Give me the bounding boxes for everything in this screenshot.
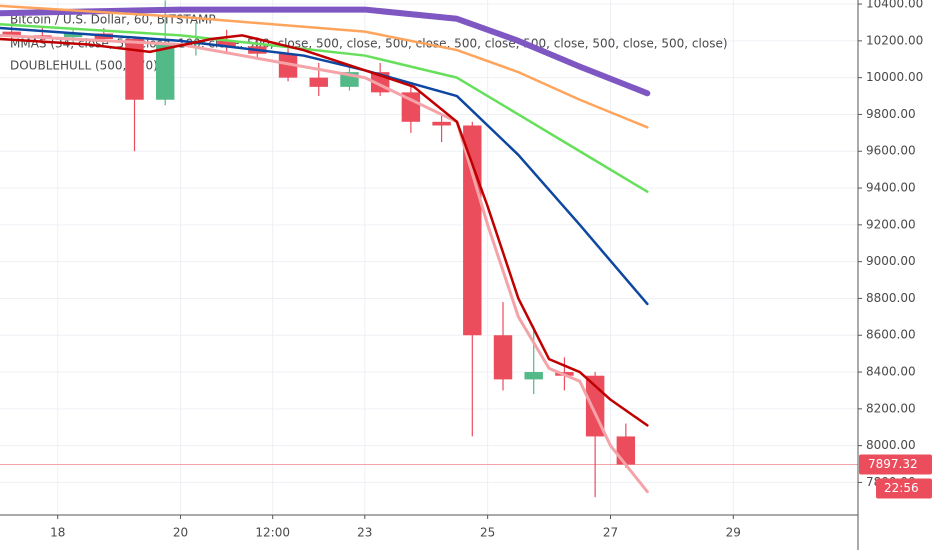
candle-body	[524, 372, 543, 380]
indicator-line	[0, 33, 649, 494]
y-tick-label: 9000.00	[866, 254, 916, 268]
y-tick-label: 8200.00	[866, 401, 916, 415]
x-tick-label: 25	[480, 526, 495, 540]
x-tick-label: 23	[357, 526, 372, 540]
plot	[0, 0, 858, 498]
candle-body	[493, 335, 513, 380]
x-tick-label: 18	[50, 526, 65, 540]
candle-body	[217, 40, 236, 47]
y-tick-label: 9600.00	[866, 144, 916, 158]
y-tick-label: 9200.00	[866, 217, 916, 231]
y-tick-label: 8000.00	[866, 438, 916, 452]
x-tick-label: 12:00	[255, 526, 290, 540]
indicator-label: DOUBLEHULL (500, 170)	[10, 59, 158, 73]
y-tick-label: 10000.00	[866, 70, 923, 84]
x-tick-label: 29	[726, 526, 741, 540]
countdown-label: 22:56	[884, 481, 919, 495]
y-tick-label: 8600.00	[866, 328, 916, 342]
y-tick-label: 9400.00	[866, 181, 916, 195]
candle-body	[401, 92, 421, 122]
x-axis-panel	[0, 515, 858, 550]
indicator-line	[0, 23, 649, 193]
candle-body	[63, 33, 83, 38]
indicator-line	[0, 26, 649, 306]
y-tick-label: 10200.00	[866, 33, 923, 47]
price-tag	[859, 454, 932, 475]
y-tick-label: 10400.00	[866, 0, 923, 11]
candle-body	[278, 53, 298, 78]
candle-body	[432, 121, 451, 126]
candle-body	[156, 44, 175, 100]
candle-body	[309, 77, 328, 87]
x-tick-label: 20	[173, 526, 188, 540]
countdown-tag	[876, 478, 932, 499]
price-tag-label: 7897.32	[868, 457, 918, 471]
y-tick-label: 8400.00	[866, 365, 916, 379]
grid	[0, 0, 858, 515]
candle-body	[2, 31, 21, 36]
indicator-line	[0, 6, 651, 97]
candle-body	[463, 125, 482, 336]
candle-body	[125, 39, 144, 100]
indicator-line	[0, 34, 649, 427]
indicator-line	[0, 4, 649, 129]
candle-body	[616, 436, 636, 465]
y-tick-label: 9800.00	[866, 107, 916, 121]
x-tick-label: 27	[603, 526, 618, 540]
y-tick-label: 8800.00	[866, 291, 916, 305]
